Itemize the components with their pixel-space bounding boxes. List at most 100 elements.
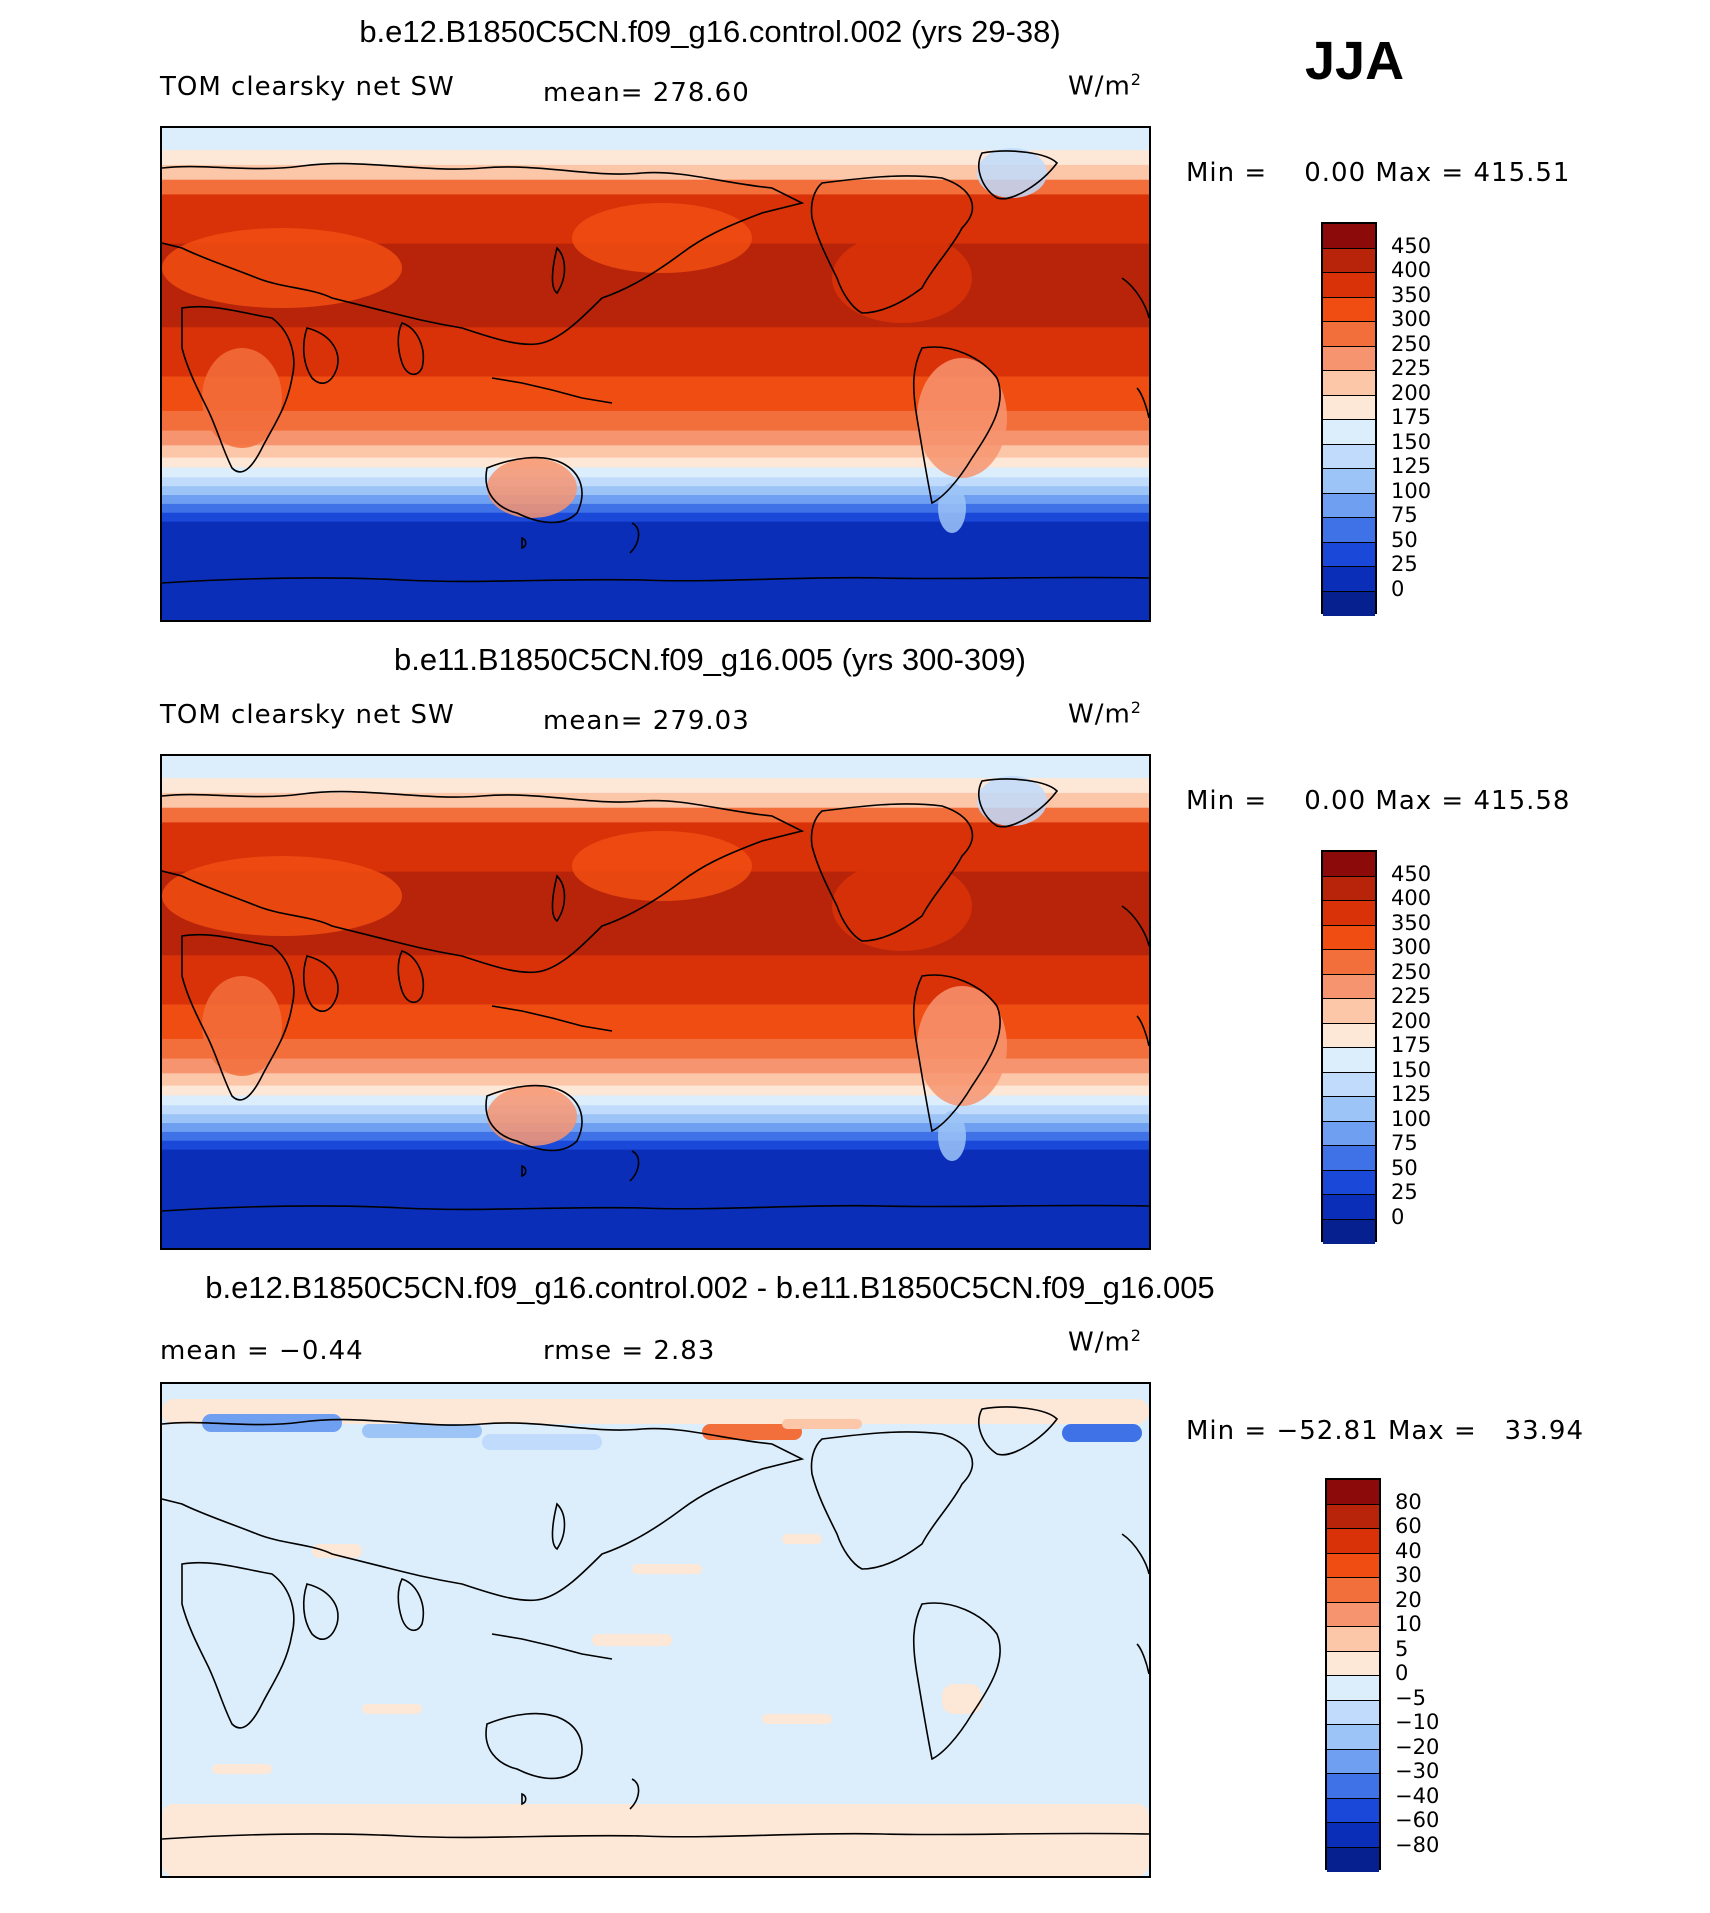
- colorbar-swatch: [1323, 493, 1375, 518]
- colorbar-swatch: [1323, 1121, 1375, 1146]
- contour-band: [162, 1058, 1149, 1074]
- panel-title: b.e12.B1850C5CN.f09_g16.control.002 (yrs…: [359, 14, 1061, 49]
- colorbar-swatch: [1327, 1847, 1379, 1872]
- contour-band: [162, 1384, 1149, 1876]
- contour-blob: [362, 1704, 422, 1714]
- coastline: [302, 327, 339, 384]
- land-anomaly: [917, 986, 1007, 1106]
- land-anomaly: [202, 976, 282, 1076]
- coastline: [912, 974, 1001, 1133]
- colorbar-tick-label: 60: [1395, 1514, 1422, 1538]
- contour-band: [162, 477, 1149, 487]
- colorbar-tick-label: 10: [1395, 1612, 1422, 1636]
- land-anomaly: [938, 483, 966, 533]
- colorbar-tick-label: 25: [1391, 1180, 1418, 1204]
- contour-band: [162, 1131, 1149, 1142]
- colorbar-tick-label: 0: [1391, 1204, 1405, 1229]
- colorbar-tick-label: 80: [1395, 1489, 1422, 1514]
- colorbar-swatch: [1323, 852, 1375, 877]
- colorbar-tick-label: 75: [1391, 1131, 1418, 1155]
- colorbar-tick-label: 200: [1391, 1008, 1432, 1033]
- coastline: [162, 1204, 1149, 1212]
- contour-band: [162, 410, 1149, 432]
- coastline: [1136, 1643, 1149, 1675]
- colorbar-swatch: [1323, 224, 1375, 249]
- colorbar-swatch: [1323, 901, 1375, 926]
- coastline: [162, 1418, 805, 1602]
- coastline: [912, 1602, 1001, 1761]
- coastline: [162, 790, 805, 974]
- coastline: [302, 955, 339, 1012]
- min-max-label: Min = 0.00 Max = 415.51: [1186, 158, 1571, 188]
- colorbar-tick-label: 200: [1391, 380, 1432, 405]
- coastline: [551, 246, 566, 295]
- colorbar-tick-label: 350: [1391, 282, 1432, 307]
- rmse-label: rmse = 2.83: [543, 1336, 716, 1366]
- colorbar-tick-label: 225: [1391, 356, 1432, 380]
- colorbar-swatch: [1327, 1823, 1379, 1848]
- contour-band: [162, 150, 1149, 166]
- mean-label: mean = −0.44: [160, 1336, 364, 1366]
- contour-band: [162, 1123, 1149, 1133]
- colorbar-tick-label: 100: [1391, 1106, 1432, 1131]
- min-max-label: Min = 0.00 Max = 415.58: [1186, 786, 1571, 816]
- mean-label: mean= 278.60: [543, 78, 750, 108]
- colorbar-swatch: [1327, 1749, 1379, 1774]
- colorbar-swatch: [1323, 1219, 1375, 1244]
- land-anomaly: [977, 776, 1047, 826]
- contour-band: [162, 445, 1149, 459]
- units-label: W/m2: [1068, 70, 1142, 102]
- colorbar-tick-label: 40: [1395, 1538, 1422, 1563]
- colorbar-tick-label: 300: [1391, 307, 1432, 331]
- colorbar-swatch: [1323, 591, 1375, 616]
- contour-blob: [592, 1634, 672, 1646]
- colorbar-swatch: [1323, 567, 1375, 592]
- coastline: [181, 1561, 295, 1729]
- land-anomaly: [572, 831, 752, 901]
- contour-blob: [632, 1564, 702, 1574]
- coastline: [491, 1005, 613, 1032]
- colorbar-swatch: [1327, 1504, 1379, 1529]
- land-anomaly: [487, 458, 577, 518]
- coastline: [1121, 277, 1149, 319]
- colorbar-tick-label: 450: [1391, 233, 1432, 258]
- contour-blob: [1062, 1424, 1142, 1442]
- coastline: [397, 1578, 424, 1632]
- colorbar-swatch: [1327, 1529, 1379, 1554]
- colorbar-tick-label: 125: [1391, 1082, 1432, 1106]
- contour-band: [162, 512, 1149, 523]
- colorbar-swatch: [1327, 1553, 1379, 1578]
- contour-blob: [482, 1434, 602, 1450]
- coastline: [978, 1406, 1059, 1456]
- contour-band: [162, 955, 1149, 1006]
- contour-band: [162, 756, 1149, 779]
- land-anomaly: [938, 1111, 966, 1161]
- colorbar-swatch: [1323, 974, 1375, 999]
- coastline: [162, 576, 1149, 584]
- min-max-label: Min = −52.81 Max = 33.94: [1186, 1416, 1584, 1446]
- contour-band: [162, 495, 1149, 505]
- colorbar-swatch: [1327, 1602, 1379, 1627]
- contour-band: [162, 1105, 1149, 1115]
- colorbar-tick-label: 125: [1391, 454, 1432, 478]
- land-anomaly: [572, 203, 752, 273]
- coastline: [978, 150, 1059, 200]
- coastline: [302, 1583, 339, 1640]
- contour-blob: [762, 1714, 832, 1724]
- coastline: [551, 874, 566, 923]
- contour-band: [162, 179, 1149, 196]
- coastline: [978, 778, 1059, 828]
- contour-band: [162, 327, 1149, 378]
- variable-label: TOM clearsky net SW: [160, 700, 455, 730]
- contour-band: [162, 778, 1149, 794]
- contour-band: [162, 1149, 1149, 1165]
- colorbar-swatch: [1323, 1146, 1375, 1171]
- colorbar-swatch: [1327, 1627, 1379, 1652]
- coastline: [912, 346, 1001, 505]
- contour-band: [162, 467, 1149, 478]
- coastline: [810, 175, 974, 314]
- colorbar-swatch: [1323, 469, 1375, 494]
- colorbar-tick-label: 350: [1391, 910, 1432, 935]
- colorbar-tick-label: 0: [1391, 576, 1405, 601]
- coastline: [397, 322, 424, 376]
